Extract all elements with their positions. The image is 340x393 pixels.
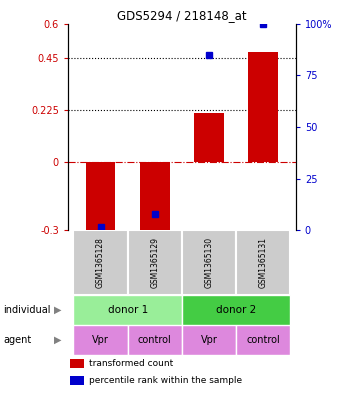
Bar: [73, 325, 128, 354]
Bar: [140, 162, 170, 230]
Text: ▶: ▶: [54, 305, 62, 315]
Text: Vpr: Vpr: [92, 335, 109, 345]
Text: percentile rank within the sample: percentile rank within the sample: [88, 376, 242, 385]
Text: donor 1: donor 1: [107, 305, 148, 315]
Bar: [128, 325, 182, 354]
Bar: [73, 295, 182, 325]
Text: transformed count: transformed count: [88, 359, 173, 368]
Text: agent: agent: [3, 335, 32, 345]
Text: donor 2: donor 2: [216, 305, 256, 315]
Text: Vpr: Vpr: [201, 335, 218, 345]
Text: GSM1365128: GSM1365128: [96, 237, 105, 288]
Text: GSM1365130: GSM1365130: [205, 237, 214, 288]
Bar: [70, 376, 84, 385]
Title: GDS5294 / 218148_at: GDS5294 / 218148_at: [117, 9, 247, 22]
Bar: [128, 230, 182, 295]
Bar: [248, 52, 278, 162]
Bar: [236, 325, 290, 354]
Bar: [182, 325, 236, 354]
Text: ▶: ▶: [54, 335, 62, 345]
Text: control: control: [246, 335, 280, 345]
Bar: [86, 162, 116, 235]
Bar: [182, 295, 290, 325]
Text: GSM1365129: GSM1365129: [150, 237, 159, 288]
Bar: [73, 230, 128, 295]
Bar: [70, 359, 84, 368]
Text: control: control: [138, 335, 172, 345]
Bar: [182, 230, 236, 295]
Text: individual: individual: [3, 305, 51, 315]
Bar: [194, 113, 224, 162]
Bar: [236, 230, 290, 295]
Text: GSM1365131: GSM1365131: [259, 237, 268, 288]
